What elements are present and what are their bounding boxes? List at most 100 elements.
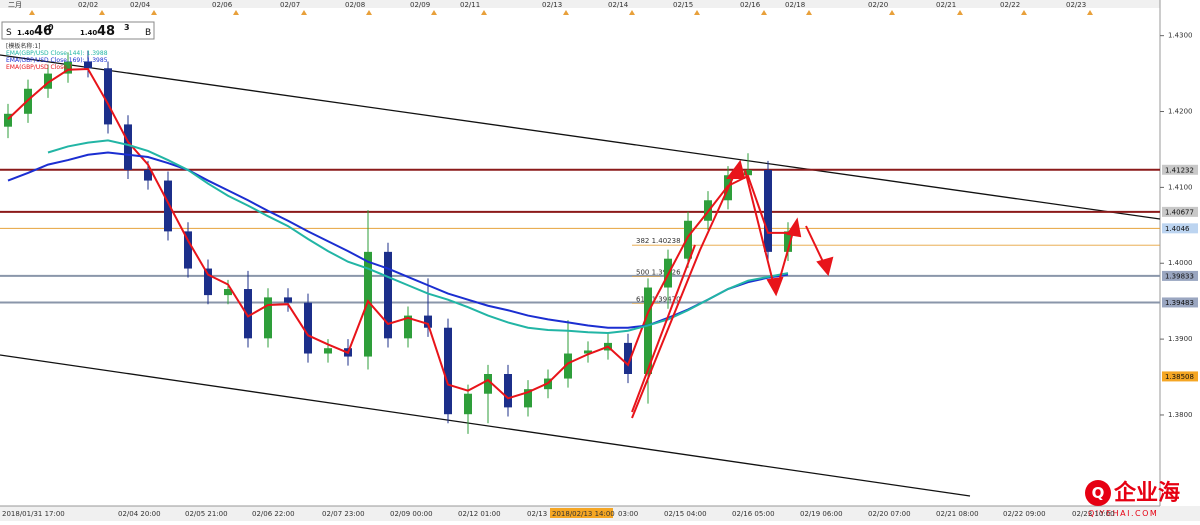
sell-quote: S — [6, 28, 12, 38]
channel-line — [0, 354, 971, 497]
x-tick-label: 02/20 07:00 — [868, 510, 911, 518]
candle-body — [384, 251, 392, 339]
top-tick-label: 02/04 — [130, 1, 151, 9]
candle-body — [164, 180, 172, 232]
buy-quote: B — [145, 28, 151, 38]
annotation-arrows — [631, 159, 834, 419]
x-tick-label: 02/06 22:00 — [252, 510, 295, 518]
candle-body — [584, 350, 592, 354]
event-marker — [29, 10, 35, 15]
x-tick-label: 02/04 20:00 — [118, 510, 161, 518]
top-tick-label: 02/16 — [740, 1, 761, 9]
price-box — [1162, 206, 1198, 217]
event-marker — [481, 10, 487, 15]
candle-body — [364, 251, 372, 357]
x-tick-label: 2018/01/31 17:00 — [2, 510, 65, 518]
top-tick-label: 02/08 — [345, 1, 365, 9]
sell-quote: 1.40 — [17, 29, 34, 37]
logo-site: QIYEHAI.COM — [1088, 509, 1158, 518]
event-marker — [301, 10, 307, 15]
y-tick-label: 1.4000 — [1168, 259, 1193, 267]
price-label: 1.40677 — [1165, 208, 1194, 216]
candle-body — [484, 374, 492, 394]
fib-label: 382 1.40238 — [636, 237, 681, 245]
candle-body — [444, 327, 452, 415]
x-tick-label: 02/19 06:00 — [800, 510, 843, 518]
x-tick-label: 02/21 08:00 — [936, 510, 979, 518]
top-tick-label: 02/07 — [280, 1, 300, 9]
event-marker — [889, 10, 895, 15]
logo-name: 企业海 — [1113, 480, 1180, 506]
top-tick-label: 02/02 — [78, 1, 98, 9]
top-tick-label: 02/18 — [785, 1, 805, 9]
event-marker — [233, 10, 239, 15]
x-tick-label: 02/12 01:00 — [458, 510, 501, 518]
candle-body — [424, 315, 432, 328]
candle-body — [104, 68, 112, 125]
candle-body — [624, 342, 632, 374]
price-label: 1.39833 — [1165, 272, 1194, 280]
top-tick-label: 02/20 — [868, 1, 888, 9]
candle-body — [504, 374, 512, 408]
y-tick-label: 1.4300 — [1168, 32, 1193, 40]
candle-body — [524, 389, 532, 408]
candle-body — [244, 289, 252, 339]
x-tick-label: 02/09 00:00 — [390, 510, 433, 518]
quote-box — [1, 21, 155, 40]
event-marker — [761, 10, 767, 15]
legend-entry: [模板名称:1] — [6, 42, 41, 50]
x-tick-label: 02/16 05:00 — [732, 510, 775, 518]
candle-body — [324, 348, 332, 354]
top-tick-label: 二月 — [8, 1, 22, 9]
price-label: 1.41232 — [1165, 166, 1194, 174]
top-tick-label: 02/11 — [460, 1, 480, 9]
event-marker — [957, 10, 963, 15]
event-marker — [629, 10, 635, 15]
event-marker — [431, 10, 437, 15]
event-marker — [1087, 10, 1093, 15]
price-label: 1.38508 — [1165, 373, 1194, 381]
candle-body — [224, 289, 232, 296]
candle-body — [204, 268, 212, 296]
candle-body — [464, 393, 472, 415]
price-box — [1162, 270, 1198, 281]
candle-body — [644, 287, 652, 374]
top-tick-label: 02/13 — [542, 1, 562, 9]
candle-body — [44, 73, 52, 89]
candle-body — [184, 231, 192, 269]
candle-body — [784, 231, 792, 252]
x-tick-label: 02/23 10:00 — [1072, 510, 1115, 518]
top-tick-label: 02/21 — [936, 1, 956, 9]
x-tick-label: 02/13 — [527, 510, 547, 518]
y-tick-label: 1.4100 — [1168, 183, 1193, 191]
candle-body — [764, 169, 772, 252]
event-marker — [563, 10, 569, 15]
top-band — [0, 0, 1160, 8]
top-tick-label: 02/23 — [1066, 1, 1086, 9]
x-tick-label: 02/07 23:00 — [322, 510, 365, 518]
candle-body — [404, 315, 412, 339]
event-marker — [99, 10, 105, 15]
candle-body — [124, 124, 132, 170]
top-tick-label: 02/15 — [673, 1, 693, 9]
candle-body — [744, 169, 752, 176]
candle-body — [64, 61, 72, 74]
fib-label: 500 1.39826 — [636, 268, 681, 276]
x-tick-label: 03:00 — [618, 510, 638, 518]
candle-body — [564, 353, 572, 379]
x-highlight — [550, 508, 613, 518]
top-tick-label: 02/22 — [1000, 1, 1020, 9]
buy-quote: 1.40 — [80, 29, 97, 37]
candle-body — [264, 297, 272, 339]
legend-entry: EMA(GBP/USD Close,144): 1.3988 — [6, 50, 108, 57]
x-tick-label: 2018/02/13 14:00 — [552, 510, 615, 518]
buy-quote: 48 — [97, 24, 115, 39]
ema-line — [7, 68, 788, 400]
candle-body — [144, 169, 152, 181]
y-tick-label: 1.3900 — [1168, 335, 1193, 343]
top-tick-label: 02/06 — [212, 1, 233, 9]
event-marker — [366, 10, 372, 15]
